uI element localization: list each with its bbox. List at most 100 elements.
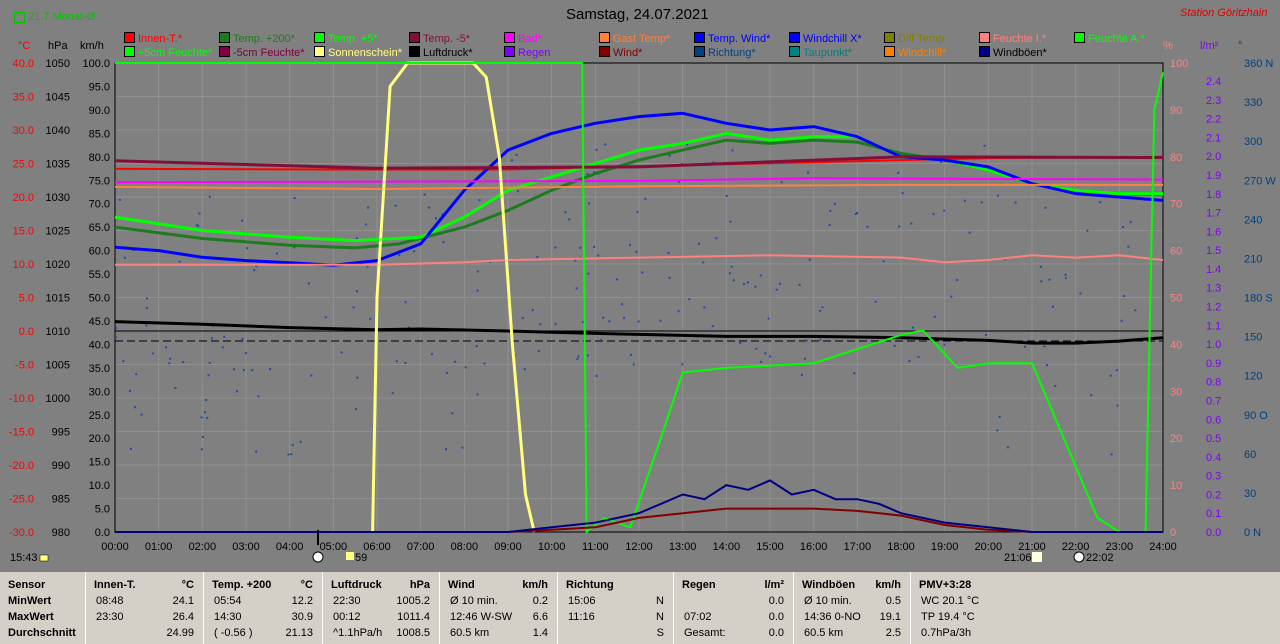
kmh-tick-label: 40.0: [89, 339, 110, 351]
direction-point: [623, 316, 626, 319]
time-tick-label: 21:00: [1018, 541, 1046, 553]
direction-point: [182, 361, 185, 364]
kmh-tick-label: 45.0: [89, 316, 110, 328]
direction-point: [911, 326, 914, 329]
legend-item: Feuchte I.*: [979, 32, 1046, 45]
direction-point: [579, 246, 582, 249]
kmh-tick-label: 20.0: [89, 433, 110, 445]
column-separator: [322, 572, 323, 644]
time-tick-label: 23:00: [1106, 541, 1134, 553]
cell-value: S: [656, 627, 664, 639]
cell-label: 12:46 W-SW: [450, 611, 513, 623]
column-header: Innen-T.: [94, 579, 136, 591]
direction-point: [712, 161, 715, 164]
hpa-tick-label: 1035: [46, 159, 70, 171]
direction-point: [233, 368, 236, 371]
direction-point: [536, 256, 539, 259]
direction-point: [686, 143, 689, 146]
temp-tick-label: 30.0: [13, 125, 34, 137]
cell-label: 08:48: [96, 595, 124, 607]
rain-tick-label: 1.8: [1206, 189, 1221, 201]
direction-point: [198, 212, 201, 215]
stats-table: Sensor MinWert MaxWert Durchschnitt Innen-T.…: [0, 572, 1280, 644]
cell-value: N: [656, 611, 664, 623]
legend-swatch: [979, 32, 990, 43]
sun-marker: [346, 552, 354, 560]
temp-tick-label: 10.0: [13, 259, 34, 271]
hpa-tick-label: 1045: [46, 92, 70, 104]
time-tick-label: 06:00: [363, 541, 391, 553]
unit-percent: %: [1163, 40, 1173, 52]
percent-tick-label: 0: [1170, 527, 1176, 539]
direction-point: [1090, 394, 1093, 397]
sun-marker: [39, 554, 49, 562]
temp-tick-label: -10.0: [9, 393, 34, 405]
direction-point: [628, 244, 631, 247]
direction-point: [442, 240, 445, 243]
direction-point: [299, 440, 302, 443]
cell-label: 22:30: [333, 595, 361, 607]
direction-tick-label: 150: [1244, 332, 1262, 344]
percent-tick-label: 70: [1170, 199, 1182, 211]
direction-point: [725, 194, 728, 197]
direction-point: [917, 356, 920, 359]
direction-point: [255, 450, 258, 453]
direction-point: [391, 392, 394, 395]
legend-label: Feuchte A.*: [1088, 33, 1145, 45]
kmh-tick-label: 100.0: [82, 58, 110, 70]
direction-point: [1006, 446, 1009, 449]
direction-point: [819, 309, 822, 312]
legend-swatch: [314, 32, 325, 43]
direction-point: [853, 372, 856, 375]
direction-point: [943, 343, 946, 346]
time-tick-label: 10:00: [538, 541, 566, 553]
legend-swatch: [1074, 32, 1085, 43]
legend-item: Innen-T.*: [124, 32, 182, 45]
direction-point: [866, 225, 869, 228]
direction-point: [404, 301, 407, 304]
temp-tick-label: 20.0: [13, 192, 34, 204]
direction-point: [290, 453, 293, 456]
direction-point: [275, 252, 278, 255]
legend-swatch: [789, 32, 800, 43]
direction-point: [659, 319, 662, 322]
direction-point: [779, 282, 782, 285]
direction-point: [354, 408, 357, 411]
direction-point: [677, 180, 680, 183]
series-line: [114, 131, 1163, 243]
legend-label: Windböen*: [993, 47, 1047, 59]
direction-tick-label: 330: [1244, 97, 1262, 109]
direction-point: [352, 306, 355, 309]
rain-tick-label: 0.7: [1206, 395, 1221, 407]
direction-point: [123, 256, 126, 259]
direction-point: [404, 361, 407, 364]
kmh-tick-label: 75.0: [89, 175, 110, 187]
legend-label: Windchill X*: [803, 33, 862, 45]
cell-label: 60.5 km: [804, 627, 844, 639]
direction-point: [1014, 201, 1017, 204]
cell-label: 14:30: [214, 611, 242, 623]
direction-point: [1086, 229, 1089, 232]
direction-point: [205, 398, 208, 401]
kmh-tick-label: 15.0: [89, 457, 110, 469]
percent-tick-label: 80: [1170, 152, 1182, 164]
direction-point: [677, 310, 680, 313]
cell-label: 23:30: [96, 611, 124, 623]
legend-label: Windchill*: [898, 47, 947, 59]
time-tick-label: 11:00: [582, 541, 609, 553]
direction-point: [475, 345, 478, 348]
direction-point: [1039, 265, 1042, 268]
direction-point: [829, 209, 832, 212]
cell-value: 0.5: [885, 595, 901, 607]
column-separator: [793, 572, 794, 644]
direction-point: [893, 344, 896, 347]
direction-point: [968, 231, 971, 234]
direction-point: [145, 306, 148, 309]
rain-tick-label: 0.3: [1206, 471, 1221, 483]
direction-point: [539, 323, 542, 326]
direction-point: [145, 324, 148, 327]
direction-point: [129, 447, 132, 450]
legend-item: Gast Temp*: [599, 32, 670, 45]
direction-point: [241, 338, 244, 341]
direction-point: [537, 350, 540, 353]
